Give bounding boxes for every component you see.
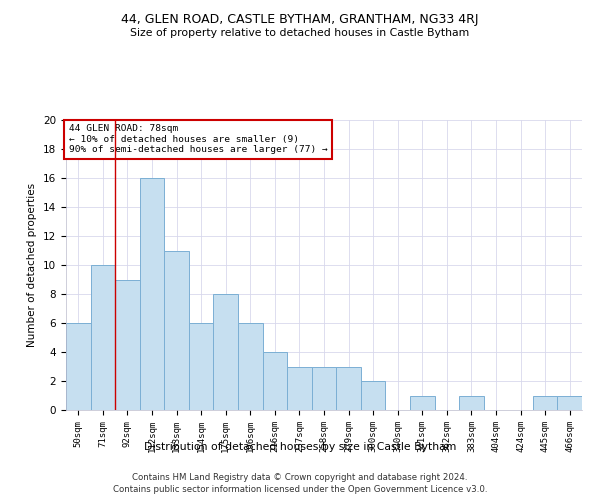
Bar: [66, 323, 91, 410]
Text: Contains public sector information licensed under the Open Government Licence v3: Contains public sector information licen…: [113, 485, 487, 494]
Text: Distribution of detached houses by size in Castle Bytham: Distribution of detached houses by size …: [144, 442, 456, 452]
Bar: [214, 294, 238, 410]
Bar: [410, 396, 434, 410]
Bar: [459, 396, 484, 410]
Bar: [115, 280, 140, 410]
Bar: [238, 323, 263, 410]
Bar: [140, 178, 164, 410]
Text: Size of property relative to detached houses in Castle Bytham: Size of property relative to detached ho…: [130, 28, 470, 38]
Bar: [287, 366, 312, 410]
Text: Contains HM Land Registry data © Crown copyright and database right 2024.: Contains HM Land Registry data © Crown c…: [132, 474, 468, 482]
Bar: [189, 323, 214, 410]
Y-axis label: Number of detached properties: Number of detached properties: [28, 183, 37, 347]
Bar: [91, 265, 115, 410]
Bar: [557, 396, 582, 410]
Bar: [533, 396, 557, 410]
Text: 44 GLEN ROAD: 78sqm
← 10% of detached houses are smaller (9)
90% of semi-detache: 44 GLEN ROAD: 78sqm ← 10% of detached ho…: [68, 124, 328, 154]
Text: 44, GLEN ROAD, CASTLE BYTHAM, GRANTHAM, NG33 4RJ: 44, GLEN ROAD, CASTLE BYTHAM, GRANTHAM, …: [121, 12, 479, 26]
Bar: [361, 381, 385, 410]
Bar: [336, 366, 361, 410]
Bar: [263, 352, 287, 410]
Bar: [312, 366, 336, 410]
Bar: [164, 250, 189, 410]
